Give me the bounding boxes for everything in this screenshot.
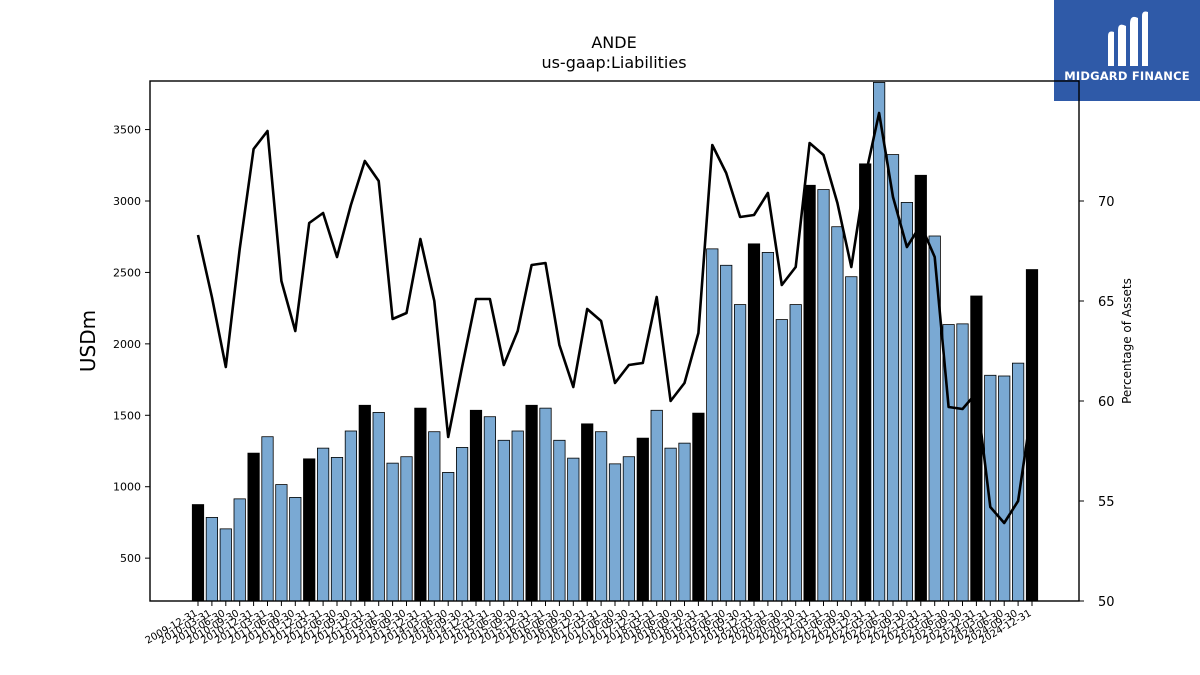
y-tick-label: 1500 <box>113 409 141 422</box>
bar <box>317 447 330 602</box>
bar <box>761 252 774 602</box>
bar <box>720 264 733 602</box>
bar <box>608 463 622 602</box>
bar <box>456 447 469 602</box>
bar <box>553 439 566 602</box>
y-tick-label: 2500 <box>113 266 141 279</box>
y-axis-label: USDm <box>76 310 100 372</box>
bar <box>330 457 344 602</box>
bar <box>706 248 719 602</box>
bar <box>678 442 691 602</box>
bar <box>567 457 580 602</box>
bar <box>511 430 524 602</box>
bar <box>984 374 997 602</box>
bar <box>469 409 483 602</box>
chart-subtitle: us-gaap:Liabilities <box>541 53 686 72</box>
y2-tick-label: 50 <box>1098 595 1115 610</box>
bar <box>873 82 886 602</box>
y-tick-label: 2000 <box>113 338 141 351</box>
bar <box>900 202 913 602</box>
bar <box>400 456 413 602</box>
y2-tick-label: 55 <box>1098 495 1115 510</box>
bar <box>539 407 552 602</box>
bar <box>344 430 357 602</box>
bar <box>525 404 538 602</box>
bar <box>275 484 288 602</box>
bar <box>886 154 900 602</box>
bar <box>845 276 858 602</box>
bar <box>595 431 608 602</box>
bar <box>303 458 316 602</box>
bar <box>692 412 705 602</box>
bar <box>803 184 816 602</box>
bar <box>191 504 205 602</box>
bar <box>775 319 788 602</box>
bar <box>970 295 983 602</box>
bar <box>581 423 594 602</box>
y2-axis-label: Percentage of Assets <box>1120 278 1134 404</box>
y-tick-label: 500 <box>120 552 141 565</box>
bar <box>998 375 1011 602</box>
bar <box>428 431 441 602</box>
chart-title: ANDE <box>591 33 636 52</box>
y2-tick-label: 70 <box>1098 195 1115 210</box>
bar <box>261 436 274 602</box>
bar <box>789 304 802 602</box>
y-tick-label: 3500 <box>113 124 141 137</box>
bar <box>636 437 649 602</box>
bar <box>497 439 510 602</box>
bar <box>817 189 830 602</box>
logo-mark-icon <box>1108 11 1148 67</box>
bar <box>914 174 927 602</box>
bar <box>831 226 844 602</box>
bar <box>442 472 455 602</box>
bar <box>358 404 371 602</box>
bar <box>233 498 246 602</box>
percentage-line <box>196 111 1034 525</box>
bar <box>483 416 496 602</box>
bar <box>289 497 302 602</box>
bar <box>219 528 232 602</box>
y-tick-label: 3000 <box>113 195 141 208</box>
bar <box>414 407 427 602</box>
bar <box>247 452 260 602</box>
bar <box>734 304 747 602</box>
y-tick-label: 1000 <box>113 481 141 494</box>
bar <box>622 456 635 602</box>
bar <box>205 517 218 602</box>
y2-tick-label: 65 <box>1098 295 1115 310</box>
bar <box>859 163 872 602</box>
bar <box>650 409 663 602</box>
logo-text: MIDGARD FINANCE <box>1064 69 1190 83</box>
bar <box>386 462 399 602</box>
bar <box>664 447 677 602</box>
bar <box>372 412 385 602</box>
bar <box>747 243 761 602</box>
y2-tick-label: 60 <box>1098 395 1115 410</box>
bar <box>956 323 969 602</box>
